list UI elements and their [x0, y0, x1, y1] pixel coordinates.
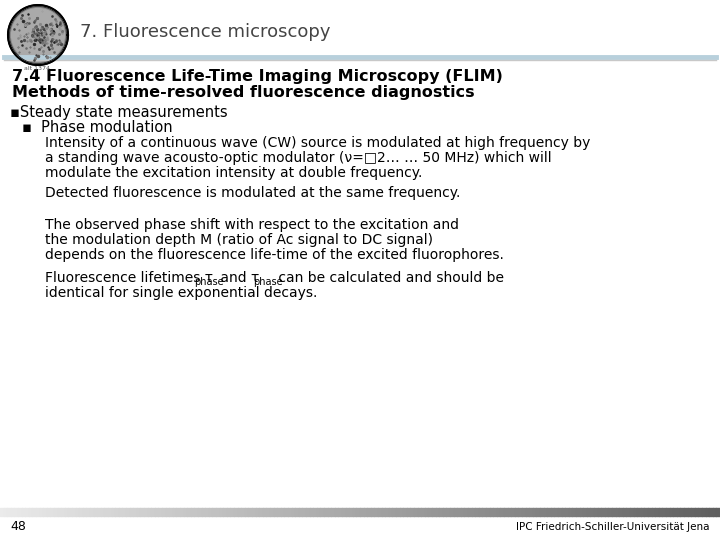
Text: the modulation depth M (ratio of Ac signal to DC signal): the modulation depth M (ratio of Ac sign…	[45, 233, 433, 247]
Text: phase: phase	[194, 277, 223, 287]
Text: alt 1374: alt 1374	[24, 65, 50, 71]
Text: ▪  Phase modulation: ▪ Phase modulation	[22, 119, 173, 134]
Text: phase: phase	[253, 277, 282, 287]
Text: ▪Steady state measurements: ▪Steady state measurements	[10, 105, 228, 119]
Text: Methods of time-resolved fluorescence diagnostics: Methods of time-resolved fluorescence di…	[12, 85, 474, 100]
Circle shape	[10, 8, 66, 63]
Text: 7.4 Fluorescence Life-Time Imaging Microscopy (FLIM): 7.4 Fluorescence Life-Time Imaging Micro…	[12, 70, 503, 84]
Text: modulate the excitation intensity at double frequency.: modulate the excitation intensity at dou…	[45, 166, 423, 180]
Text: a standing wave acousto-optic modulator (ν=□2… … 50 MHz) which will: a standing wave acousto-optic modulator …	[45, 151, 552, 165]
Text: 48: 48	[10, 521, 26, 534]
Text: The observed phase shift with respect to the excitation and: The observed phase shift with respect to…	[45, 218, 459, 232]
Text: identical for single exponential decays.: identical for single exponential decays.	[45, 286, 318, 300]
Text: and τ: and τ	[215, 271, 258, 285]
Text: Detected fluorescence is modulated at the same frequency.: Detected fluorescence is modulated at th…	[45, 186, 460, 200]
Text: Intensity of a continuous wave (CW) source is modulated at high frequency by: Intensity of a continuous wave (CW) sour…	[45, 136, 590, 150]
Text: Fluorescence lifetimes τ: Fluorescence lifetimes τ	[45, 271, 213, 285]
Circle shape	[12, 9, 64, 62]
Text: IPC Friedrich-Schiller-Universität Jena: IPC Friedrich-Schiller-Universität Jena	[516, 522, 710, 532]
Text: depends on the fluorescence life-time of the excited fluorophores.: depends on the fluorescence life-time of…	[45, 248, 504, 262]
Text: can be calculated and should be: can be calculated and should be	[274, 271, 505, 285]
Text: 7. Fluorescence microscopy: 7. Fluorescence microscopy	[80, 23, 330, 41]
